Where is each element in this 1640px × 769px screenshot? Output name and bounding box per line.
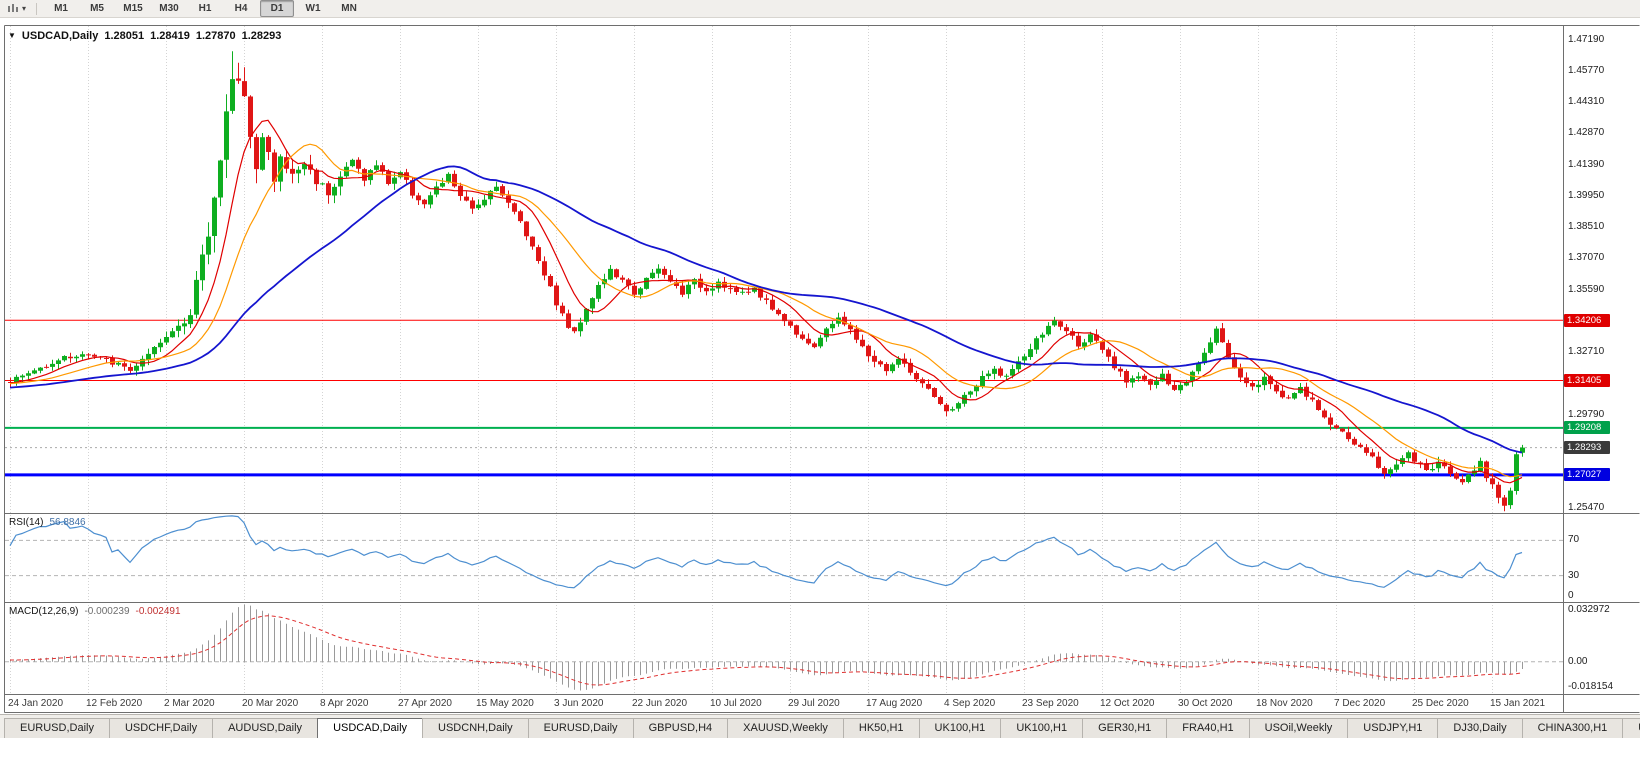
macd-name: MACD(12,26,9) [9, 606, 79, 617]
chart-tab-gbpusd-h4[interactable]: GBPUSD,H4 [632, 718, 729, 738]
date-axis-label: 7 Dec 2020 [1334, 698, 1386, 709]
date-axis-label: 4 Sep 2020 [944, 698, 996, 709]
top-toolbar: ▾ M1 M5 M15 M30 H1 H4 D1 W1 MN [0, 0, 1640, 18]
date-axis-label: 27 Apr 2020 [398, 698, 452, 709]
date-axis-label: 18 Nov 2020 [1256, 698, 1313, 709]
caret-down-icon: ▾ [22, 3, 27, 13]
price-axis-label: 1.45770 [1568, 65, 1605, 76]
chart-tab-fra40-h1[interactable]: FRA40,H1 [1166, 718, 1250, 738]
price-axis-label: 1.38510 [1568, 221, 1605, 232]
timeframe-button-m30[interactable]: M30 [159, 3, 179, 14]
date-axis-label: 17 Aug 2020 [866, 698, 923, 709]
date-axis-label: 8 Apr 2020 [320, 698, 369, 709]
chart-tab-uk100-h1[interactable]: UK100,H1 [1000, 718, 1084, 738]
chart-tab-usdcad-daily[interactable]: USDCAD,Daily [317, 718, 424, 738]
timeframe-button-d1[interactable]: D1 [260, 0, 295, 17]
chart-tabs-bar: EURUSD,Daily USDCHF,Daily AUDUSD,Daily USDC… [0, 714, 1640, 738]
ohlc-open-value: 1.28051 [104, 30, 145, 42]
price-axis-label: 1.42870 [1568, 127, 1605, 138]
price-axis-label: 1.39950 [1568, 190, 1605, 201]
rsi-value: 56.8846 [49, 517, 86, 528]
macd-pane-splitter[interactable] [4, 601, 1636, 605]
chart-tab-dj30-daily[interactable]: DJ30,Daily [1437, 718, 1523, 738]
date-axis-label: 29 Jul 2020 [788, 698, 840, 709]
chart-tab-usoil-weekly[interactable]: USOil,Weekly [1248, 718, 1349, 738]
chart-tab-hk50-h1[interactable]: HK50,H1 [842, 718, 920, 738]
triangle-down-icon[interactable]: ▼ [8, 31, 16, 40]
price-axis-label: 1.44310 [1568, 96, 1605, 107]
timeframe-button-w1[interactable]: W1 [305, 3, 321, 14]
price-line-badge: 1.31405 [1564, 374, 1610, 387]
candlestick-chart-icon [8, 4, 18, 12]
price-line-badge: 1.34206 [1564, 314, 1610, 327]
price-axis-label: 1.35590 [1568, 284, 1605, 295]
date-axis-label: 12 Oct 2020 [1100, 698, 1155, 709]
time-axis[interactable] [4, 695, 1563, 713]
macd-indicator-label: MACD(12,26,9) -0.000239 -0.002491 [9, 606, 181, 617]
price-line-badge: 1.29208 [1564, 421, 1610, 434]
ohlc-low-value: 1.27870 [195, 30, 236, 42]
macd-axis-label: 0.032972 [1568, 604, 1610, 615]
price-line-badge: 1.27027 [1564, 468, 1610, 481]
timeframe-button-m1[interactable]: M1 [54, 3, 68, 14]
chart-title: ▼ USDCAD,Daily 1.28051 1.28419 1.27870 1… [8, 30, 281, 42]
ohlc-high-value: 1.28419 [150, 30, 190, 42]
date-axis-label: 10 Jul 2020 [710, 698, 762, 709]
rsi-level-label: 0 [1568, 590, 1574, 601]
chart-menu-button[interactable]: ▾ [3, 1, 30, 17]
timeframe-button-m5[interactable]: M5 [90, 3, 104, 14]
timeframe-button-h1[interactable]: H1 [198, 3, 212, 14]
chart-tab-audusd-daily[interactable]: AUDUSD,Daily [212, 718, 319, 738]
price-axis-label: 1.47190 [1568, 34, 1605, 45]
timeframe-button-mn[interactable]: MN [341, 3, 357, 14]
macd-axis-label: -0.018154 [1568, 681, 1614, 692]
chart-tab-uk100-h1[interactable]: UK100,H1 [918, 718, 1002, 738]
macd-signal-value: -0.002491 [135, 606, 181, 617]
date-axis-label: 23 Sep 2020 [1022, 698, 1079, 709]
rsi-level-label: 30 [1568, 570, 1580, 581]
chart-symbol-label: USDCAD,Daily [21, 30, 99, 42]
price-axis-label: 1.25470 [1568, 502, 1605, 513]
timeframe-button-h4[interactable]: H4 [234, 3, 248, 14]
price-line-badge: 1.28293 [1564, 441, 1610, 454]
date-axis-label: 25 Dec 2020 [1412, 698, 1469, 709]
chart-tab-u[interactable]: U [1622, 718, 1640, 738]
timeframe-button-m15[interactable]: M15 [123, 3, 143, 14]
macd-axis-label: 0.00 [1568, 656, 1588, 667]
date-axis-label: 15 Jan 2021 [1490, 698, 1546, 709]
rsi-pane-splitter[interactable] [4, 512, 1636, 516]
price-axis-label: 1.37070 [1568, 252, 1605, 263]
rsi-name: RSI(14) [9, 517, 44, 528]
date-axis-label: 3 Jun 2020 [554, 698, 604, 709]
rsi-indicator-label: RSI(14) 56.8846 [9, 517, 86, 528]
chart-tab-eurusd-daily[interactable]: EURUSD,Daily [4, 718, 110, 738]
date-axis-label: 12 Feb 2020 [86, 698, 143, 709]
price-axis-label: 1.32710 [1568, 346, 1605, 357]
timeframe-toolbar: M1 M5 M15 M30 H1 H4 D1 W1 MN [43, 0, 367, 17]
toolbar-separator [36, 2, 38, 15]
chart-tab-usdchf-daily[interactable]: USDCHF,Daily [108, 718, 214, 738]
price-axis-label: 1.29790 [1568, 409, 1605, 420]
rsi-level-label: 70 [1568, 534, 1580, 545]
date-axis-label: 2 Mar 2020 [164, 698, 215, 709]
chart-tab-ger30-h1[interactable]: GER30,H1 [1082, 718, 1168, 738]
chart-tab-usdcnh-daily[interactable]: USDCNH,Daily [422, 718, 529, 738]
ohlc-close-value: 1.28293 [241, 30, 282, 42]
date-axis-label: 15 May 2020 [476, 698, 534, 709]
date-axis-label: 22 Jun 2020 [632, 698, 688, 709]
chart-tab-xauusd-weekly[interactable]: XAUUSD,Weekly [727, 718, 844, 738]
chart-tab-usdjpy-h1[interactable]: USDJPY,H1 [1347, 718, 1439, 738]
chart-tab-china300-h1[interactable]: CHINA300,H1 [1521, 718, 1624, 738]
macd-main-value: -0.000239 [84, 606, 130, 617]
chart-tab-eurusd-daily[interactable]: EURUSD,Daily [527, 718, 634, 738]
date-axis-label: 24 Jan 2020 [8, 698, 64, 709]
date-axis-label: 30 Oct 2020 [1178, 698, 1233, 709]
date-axis-label: 20 Mar 2020 [242, 698, 299, 709]
price-axis-label: 1.41390 [1568, 159, 1605, 170]
